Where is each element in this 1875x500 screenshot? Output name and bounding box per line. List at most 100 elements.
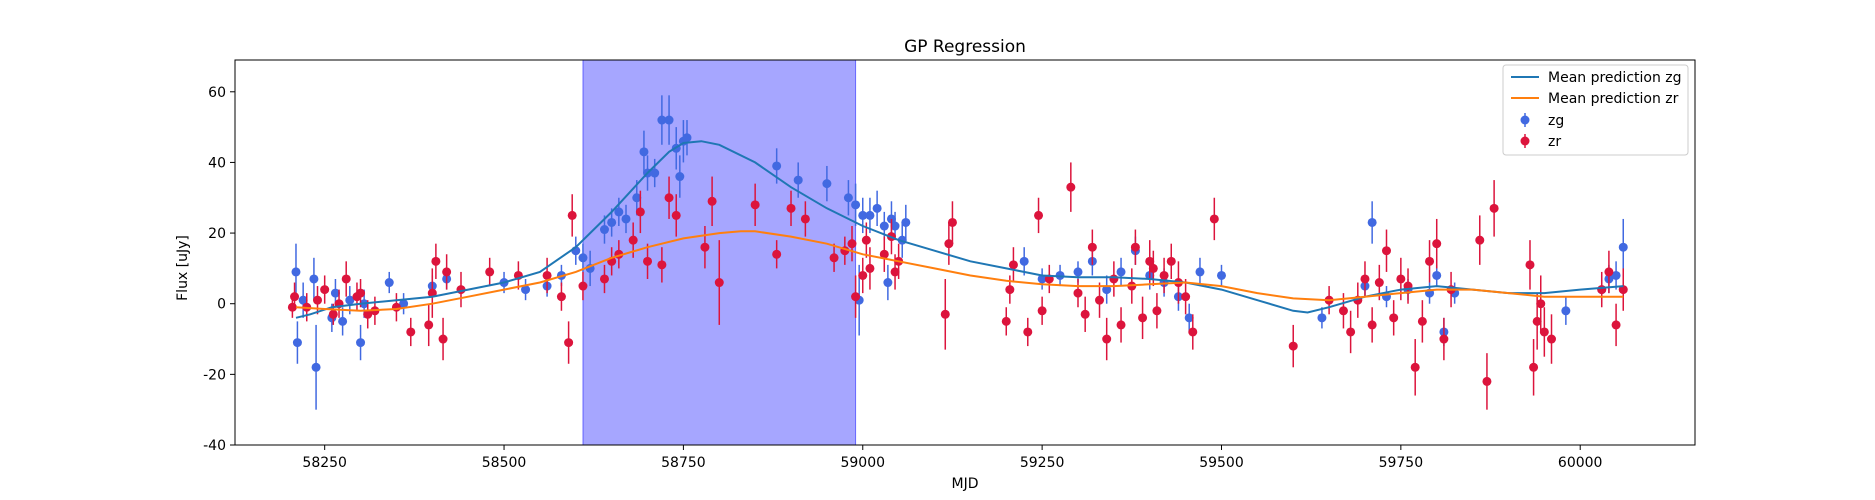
marker	[1489, 203, 1499, 213]
marker	[1536, 299, 1546, 309]
data-point-zr	[1044, 264, 1054, 294]
data-point-zr	[1381, 229, 1391, 272]
y-tick-label: 20	[208, 226, 226, 242]
marker	[406, 327, 416, 337]
data-point-zr	[406, 317, 416, 347]
marker	[657, 260, 667, 270]
marker	[330, 288, 340, 298]
data-point-zr	[1417, 300, 1427, 343]
data-point-zr	[391, 293, 401, 322]
marker	[1396, 274, 1406, 284]
marker	[1102, 285, 1112, 295]
data-point-zr	[599, 264, 609, 294]
data-point-zg	[399, 293, 409, 315]
data-point-zr	[438, 317, 448, 361]
marker	[1166, 256, 1176, 266]
marker	[424, 320, 434, 330]
data-point-zr	[556, 282, 566, 311]
marker	[556, 292, 566, 302]
data-point-zr	[1209, 197, 1219, 241]
marker	[291, 267, 301, 277]
data-point-zg	[521, 278, 531, 301]
data-point-zr	[567, 194, 577, 237]
marker	[1195, 267, 1205, 277]
data-point-zr	[1166, 243, 1176, 279]
data-point-zg	[298, 282, 308, 318]
x-axis-ticks: 58250 58500 58750 59000 59250 59500 59750 60000	[302, 445, 1602, 471]
data-point-zr	[1001, 307, 1011, 336]
marker	[290, 292, 300, 302]
data-point-zr	[1604, 250, 1614, 294]
x-tick-label: 60000	[1558, 455, 1603, 471]
data-point-zr	[1037, 296, 1047, 325]
marker	[1138, 313, 1148, 323]
data-point-zr	[1425, 240, 1435, 283]
data-point-zg	[682, 120, 692, 156]
data-point-zg	[1116, 257, 1126, 287]
marker	[851, 200, 861, 210]
marker	[1432, 270, 1442, 280]
marker	[750, 200, 760, 210]
marker	[1001, 316, 1011, 326]
marker	[287, 302, 297, 312]
data-point-zg	[309, 257, 319, 301]
data-point-zr	[1073, 278, 1083, 308]
y-tick-label: -40	[203, 438, 226, 454]
marker	[793, 175, 803, 185]
marker	[292, 338, 302, 348]
data-point-zr	[700, 226, 710, 269]
marker	[879, 221, 889, 231]
marker	[1367, 217, 1377, 227]
data-point-zr	[865, 247, 875, 290]
data-point-zg	[1317, 307, 1327, 329]
marker	[872, 203, 882, 213]
y-tick-label: 40	[208, 155, 226, 171]
marker	[356, 338, 366, 348]
data-point-zr	[1611, 303, 1621, 347]
marker	[1116, 320, 1126, 330]
chart-title: GP Regression	[904, 37, 1026, 57]
marker	[309, 274, 319, 284]
x-tick-label: 58250	[302, 455, 347, 471]
data-point-zr	[772, 240, 782, 269]
data-point-zg	[1019, 247, 1029, 276]
data-point-zr	[1087, 229, 1097, 265]
marker	[714, 278, 724, 288]
marker	[1482, 376, 1492, 386]
y-tick-label: -20	[203, 367, 226, 383]
marker	[1561, 306, 1571, 316]
data-point-zr	[320, 275, 330, 304]
data-point-zr	[1034, 197, 1044, 234]
data-point-zg	[621, 204, 631, 234]
marker	[664, 115, 674, 125]
data-point-zr	[313, 286, 323, 315]
marker	[675, 172, 685, 182]
data-point-zg	[338, 307, 348, 336]
marker	[363, 309, 373, 319]
data-point-zr	[1439, 317, 1449, 361]
marker	[786, 203, 796, 213]
marker	[883, 278, 893, 288]
marker	[338, 316, 348, 326]
y-axis-ticks: -40 -20 0 20 40 60	[203, 85, 235, 454]
marker	[313, 295, 323, 305]
data-point-zr	[1403, 268, 1413, 304]
data-point-zr	[1360, 261, 1370, 297]
marker	[328, 309, 338, 319]
marker	[657, 115, 667, 125]
marker	[1216, 270, 1226, 280]
data-point-zr	[1536, 275, 1546, 332]
marker	[865, 263, 875, 273]
data-point-zr	[1489, 180, 1499, 237]
data-point-zr	[1367, 307, 1377, 343]
marker	[1023, 327, 1033, 337]
marker	[1475, 235, 1485, 245]
data-point-zr	[341, 261, 351, 297]
marker	[384, 278, 394, 288]
data-point-zr	[1023, 317, 1033, 347]
data-point-zg	[1184, 303, 1194, 332]
marker	[1188, 327, 1198, 337]
data-point-zr	[635, 190, 645, 234]
data-point-zg	[311, 324, 321, 410]
